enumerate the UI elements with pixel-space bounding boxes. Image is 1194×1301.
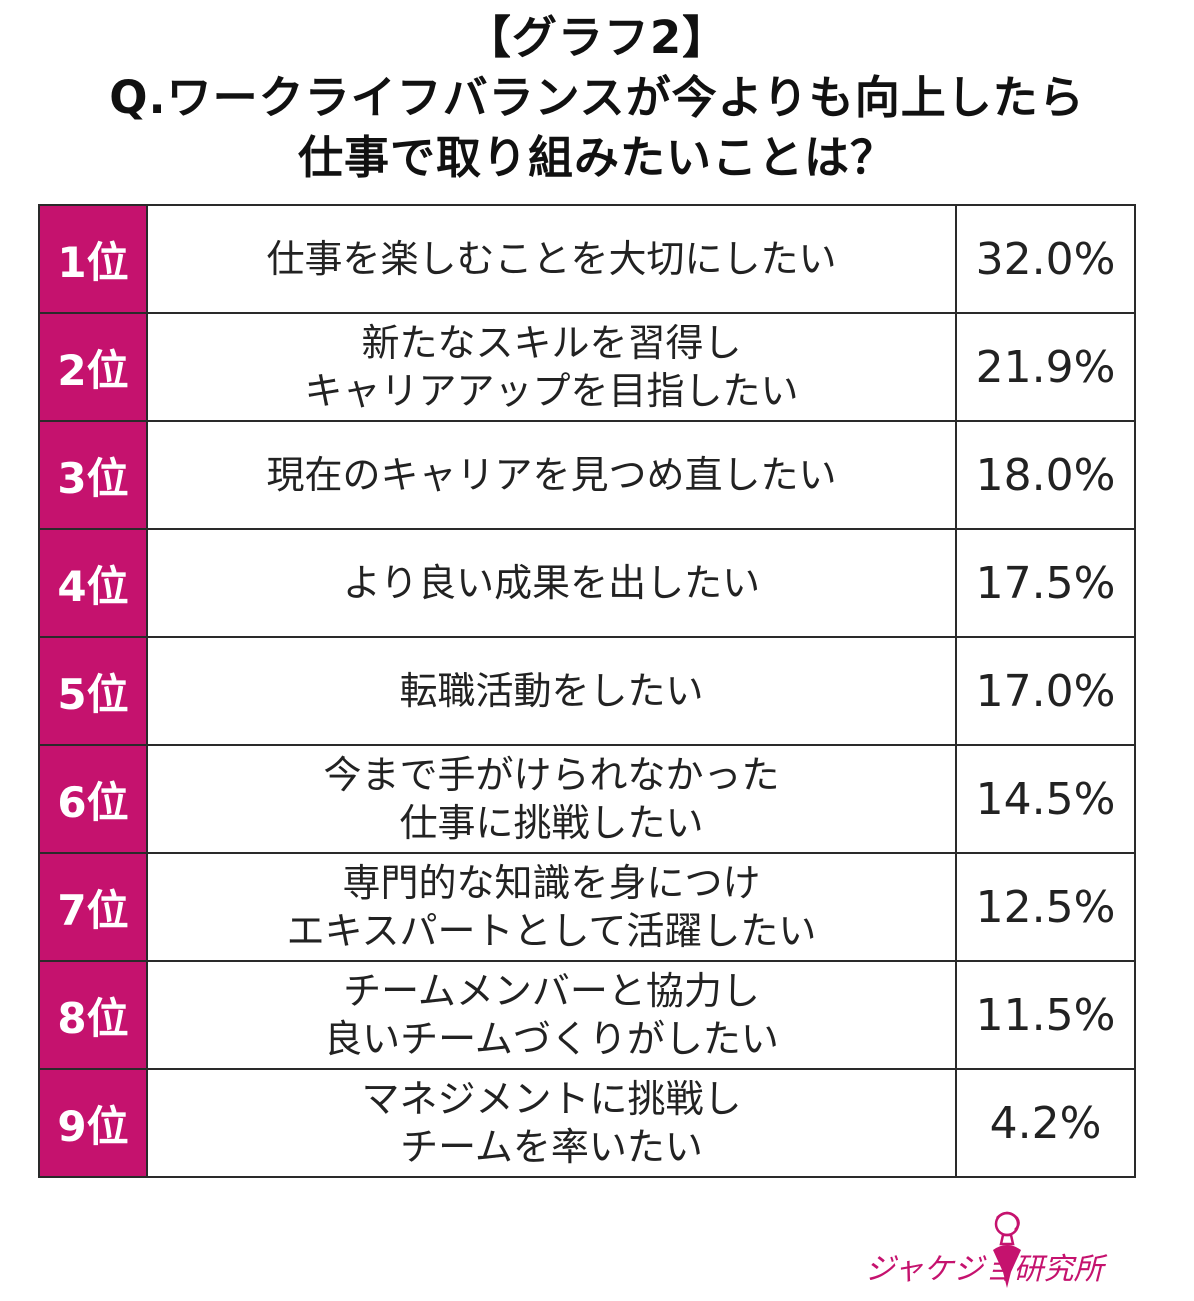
rank-label: 3位 — [38, 420, 148, 530]
item-label-line: 転職活動をしたい — [399, 669, 704, 713]
item-label-line: 専門的な知識を身につけ — [342, 861, 761, 905]
table-row: 9位 マネジメントに挑戦し チームを率いたい 4.2% — [38, 1068, 1136, 1178]
rank-label: 2位 — [38, 312, 148, 422]
table-row: 1位 仕事を楽しむことを大切にしたい 32.0% — [38, 204, 1136, 314]
percent-value: 21.9% — [955, 312, 1136, 422]
title-line-2: Q.ワークライフバランスが今よりも向上したら — [109, 71, 1085, 124]
table-row: 3位 現在のキャリアを見つめ直したい 18.0% — [38, 420, 1136, 530]
percent-value: 12.5% — [955, 852, 1136, 962]
rank-label: 8位 — [38, 960, 148, 1070]
item-label: より良い成果を出したい — [146, 528, 957, 638]
rank-label: 1位 — [38, 204, 148, 314]
item-label: 転職活動をしたい — [146, 636, 957, 746]
title-line-1: 【グラフ2】 — [465, 11, 729, 64]
rank-label: 4位 — [38, 528, 148, 638]
percent-value: 18.0% — [955, 420, 1136, 530]
item-label: 現在のキャリアを見つめ直したい — [146, 420, 957, 530]
percent-value: 14.5% — [955, 744, 1136, 854]
item-label: 新たなスキルを習得し キャリアアップを目指したい — [146, 312, 957, 422]
percent-value: 4.2% — [955, 1068, 1136, 1178]
item-label: 今まで手がけられなかった 仕事に挑戦したい — [146, 744, 957, 854]
logo-text: ジャケジョ研究所 — [865, 1252, 1104, 1287]
item-label-line: 新たなスキルを習得し — [361, 321, 742, 365]
chart-title: 【グラフ2】 Q.ワークライフバランスが今よりも向上したら 仕事で取り組みたいこ… — [0, 8, 1194, 188]
item-label-line: チームメンバーと協力し — [343, 969, 760, 1013]
item-label: チームメンバーと協力し 良いチームづくりがしたい — [146, 960, 957, 1070]
percent-value: 17.5% — [955, 528, 1136, 638]
ranking-table: 1位 仕事を楽しむことを大切にしたい 32.0% 2位 新たなスキルを習得し キャリアアッ… — [38, 204, 1136, 1178]
item-label-line: エキスパートとして活躍したい — [286, 909, 817, 953]
title-line-3: 仕事で取り組みたいことは？ — [297, 131, 896, 184]
item-label-line: 仕事に挑戦したい — [399, 801, 704, 845]
brand-logo: ジャケジョ研究所 — [865, 1210, 1115, 1295]
table-row: 2位 新たなスキルを習得し キャリアアップを目指したい 21.9% — [38, 312, 1136, 422]
table-row: 4位 より良い成果を出したい 17.5% — [38, 528, 1136, 638]
item-label-line: 今まで手がけられなかった — [323, 753, 780, 797]
percent-value: 11.5% — [955, 960, 1136, 1070]
percent-value: 17.0% — [955, 636, 1136, 746]
woman-silhouette-icon — [993, 1211, 1021, 1288]
item-label-line: 現在のキャリアを見つめ直したい — [266, 453, 837, 497]
table-row: 7位 専門的な知識を身につけ エキスパートとして活躍したい 12.5% — [38, 852, 1136, 962]
table-row: 8位 チームメンバーと協力し 良いチームづくりがしたい 11.5% — [38, 960, 1136, 1070]
item-label: 仕事を楽しむことを大切にしたい — [146, 204, 957, 314]
rank-label: 9位 — [38, 1068, 148, 1178]
item-label-line: 良いチームづくりがしたい — [324, 1017, 779, 1061]
item-label: 専門的な知識を身につけ エキスパートとして活躍したい — [146, 852, 957, 962]
rank-label: 7位 — [38, 852, 148, 962]
item-label-line: 仕事を楽しむことを大切にしたい — [266, 237, 837, 281]
table-row: 5位 転職活動をしたい 17.0% — [38, 636, 1136, 746]
item-label-line: マネジメントに挑戦し — [361, 1077, 742, 1121]
item-label-line: チームを率いたい — [400, 1125, 703, 1169]
table-row: 6位 今まで手がけられなかった 仕事に挑戦したい 14.5% — [38, 744, 1136, 854]
percent-value: 32.0% — [955, 204, 1136, 314]
item-label-line: キャリアアップを目指したい — [304, 369, 799, 413]
item-label: マネジメントに挑戦し チームを率いたい — [146, 1068, 957, 1178]
ranking-table-body: 1位 仕事を楽しむことを大切にしたい 32.0% 2位 新たなスキルを習得し キャリアアッ… — [38, 204, 1136, 1178]
item-label-line: より良い成果を出したい — [342, 561, 761, 605]
rank-label: 5位 — [38, 636, 148, 746]
rank-label: 6位 — [38, 744, 148, 854]
